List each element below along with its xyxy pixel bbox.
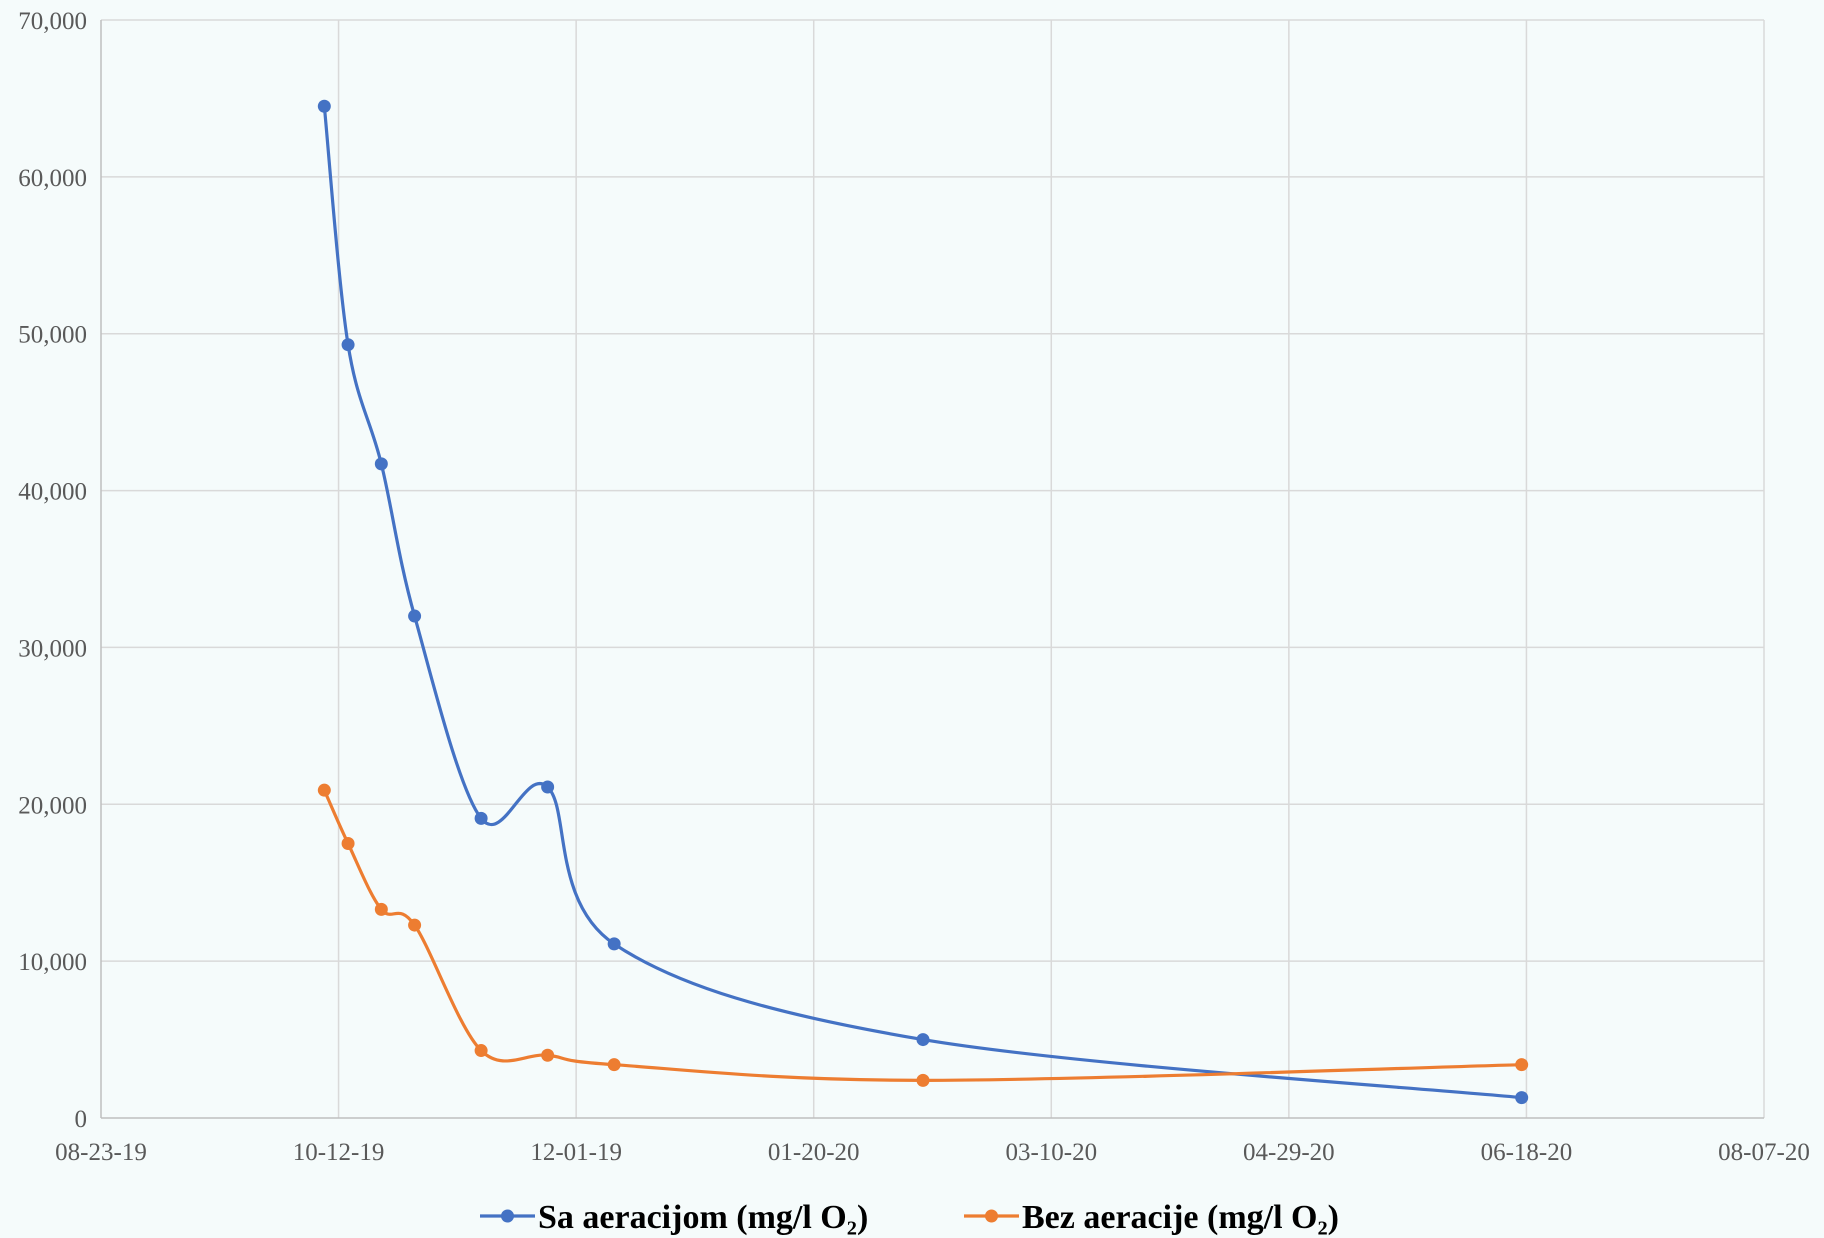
data-point	[1515, 1091, 1529, 1105]
x-tick-label: 03-10-20	[1005, 1139, 1097, 1166]
series-1	[317, 99, 1529, 1105]
y-tick-label: 30,000	[18, 635, 87, 662]
y-tick-label: 70,000	[18, 8, 87, 35]
y-tick-label: 20,000	[18, 792, 87, 819]
series-2	[317, 783, 1529, 1087]
data-point	[474, 811, 488, 825]
legend-marker	[985, 1209, 998, 1223]
x-tick-label: 08-23-19	[55, 1139, 147, 1166]
x-tick-label: 01-20-20	[768, 1139, 860, 1166]
legend-label: Bez aeracije (mg/l O₂)	[1022, 1199, 1339, 1236]
data-point	[408, 609, 422, 623]
legend: Sa aeracijom (mg/l O₂) Bez aeracije (mg/l…	[480, 1199, 1339, 1236]
y-tick-label: 40,000	[18, 479, 87, 506]
legend-marker	[501, 1209, 514, 1223]
x-tick-label: 10-12-19	[293, 1139, 385, 1166]
data-point	[374, 457, 388, 471]
x-tick-label: 12-01-19	[530, 1139, 622, 1166]
legend-item-1: Sa aeracijom (mg/l O₂)	[480, 1199, 868, 1236]
y-tick-label: 10,000	[18, 949, 87, 976]
legend-label: Sa aeracijom (mg/l O₂)	[538, 1199, 868, 1236]
data-point	[374, 902, 388, 916]
x-tick-label: 04-29-20	[1243, 1139, 1335, 1166]
data-point	[1515, 1058, 1529, 1072]
data-point	[341, 837, 355, 850]
y-tick-label: 60,000	[18, 165, 87, 192]
data-point	[541, 1048, 555, 1062]
data-point	[607, 1058, 621, 1072]
x-tick-label: 06-18-20	[1481, 1139, 1573, 1166]
gridlines	[101, 19, 1765, 1118]
y-tick-label: 50,000	[18, 322, 87, 349]
legend-item-2: Bez aeracije (mg/l O₂)	[964, 1199, 1339, 1236]
data-point	[541, 780, 555, 794]
data-point	[408, 918, 422, 932]
data-point	[341, 338, 355, 352]
series-line	[322, 106, 1522, 1100]
y-tick-label: 0	[75, 1106, 88, 1133]
series	[317, 99, 1529, 1105]
data-point	[317, 783, 331, 797]
data-point	[474, 1044, 488, 1058]
data-point	[916, 1073, 930, 1087]
data-point	[607, 937, 621, 951]
axes: 0 10,000 20,000 30,000 40,000 50,000 60,000 70,…	[18, 8, 1810, 1166]
data-point	[916, 1033, 930, 1047]
data-point	[317, 99, 331, 113]
x-tick-label: 08-07-20	[1718, 1139, 1810, 1166]
